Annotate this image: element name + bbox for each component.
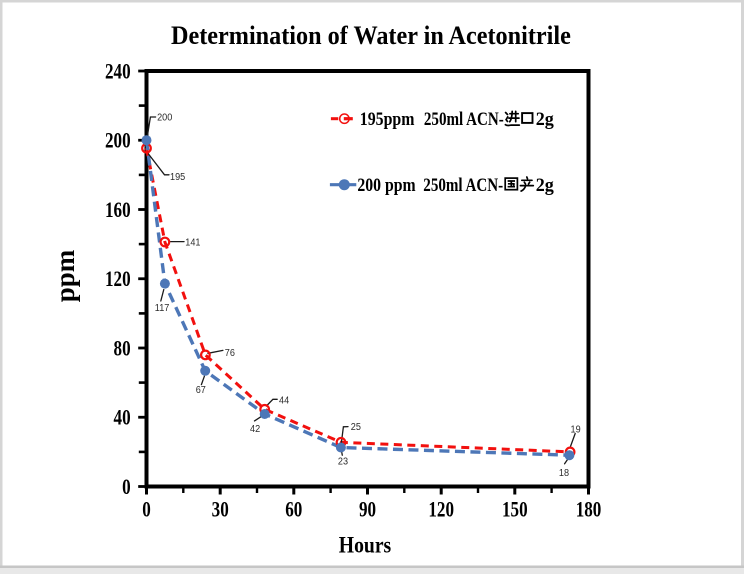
svg-text:0: 0 bbox=[142, 497, 151, 522]
svg-text:2g: 2g bbox=[536, 175, 555, 197]
svg-text:76: 76 bbox=[225, 348, 235, 360]
svg-text:80: 80 bbox=[114, 336, 131, 361]
svg-text:44: 44 bbox=[279, 395, 290, 407]
svg-text:120: 120 bbox=[428, 497, 454, 522]
svg-text:200: 200 bbox=[157, 112, 173, 124]
svg-text:19: 19 bbox=[571, 424, 581, 436]
svg-text:90: 90 bbox=[359, 497, 376, 522]
svg-text:Hours: Hours bbox=[339, 532, 391, 558]
svg-text:200 ppm: 200 ppm bbox=[357, 174, 416, 196]
svg-text:67: 67 bbox=[196, 385, 206, 397]
svg-text:180: 180 bbox=[576, 497, 602, 522]
svg-text:200: 200 bbox=[105, 129, 131, 154]
svg-text:2g: 2g bbox=[536, 109, 555, 131]
svg-text:250ml ACN-: 250ml ACN- bbox=[424, 108, 504, 129]
svg-text:150: 150 bbox=[502, 497, 528, 522]
svg-text:250ml ACN-: 250ml ACN- bbox=[423, 174, 503, 195]
svg-text:120: 120 bbox=[105, 267, 131, 292]
svg-text:18: 18 bbox=[559, 467, 569, 479]
svg-text:195ppm: 195ppm bbox=[360, 108, 415, 130]
svg-text:0: 0 bbox=[122, 475, 131, 500]
svg-text:30: 30 bbox=[212, 497, 229, 522]
svg-text:40: 40 bbox=[114, 406, 131, 431]
svg-text:195: 195 bbox=[170, 172, 185, 184]
svg-text:Determination of Water in Acet: Determination of Water in Acetonitrile bbox=[171, 21, 571, 50]
svg-text:60: 60 bbox=[285, 497, 302, 522]
svg-text:240: 240 bbox=[105, 59, 131, 84]
svg-text:ppm: ppm bbox=[50, 249, 80, 302]
svg-text:23: 23 bbox=[338, 456, 348, 468]
svg-text:25: 25 bbox=[351, 422, 361, 434]
svg-text:42: 42 bbox=[250, 424, 260, 436]
svg-text:141: 141 bbox=[185, 237, 200, 249]
svg-text:117: 117 bbox=[155, 303, 170, 315]
svg-text:160: 160 bbox=[105, 198, 131, 223]
